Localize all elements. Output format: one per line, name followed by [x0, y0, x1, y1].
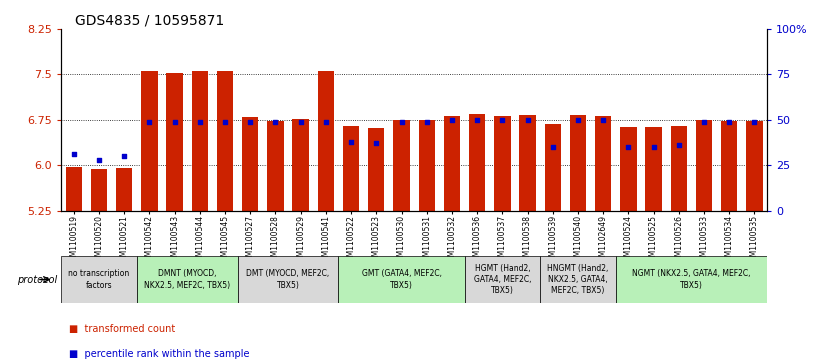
- Text: GDS4835 / 10595871: GDS4835 / 10595871: [75, 14, 224, 28]
- Point: [698, 119, 711, 125]
- Point: [244, 119, 257, 125]
- Bar: [393, 121, 410, 211]
- Point: [219, 119, 232, 125]
- Point: [294, 119, 307, 125]
- Bar: [237, 256, 339, 303]
- Bar: [540, 256, 616, 303]
- Text: protocol: protocol: [17, 274, 57, 285]
- Point: [370, 140, 383, 146]
- Bar: [444, 115, 460, 211]
- Text: HGMT (Hand2,
GATA4, MEF2C,
TBX5): HGMT (Hand2, GATA4, MEF2C, TBX5): [473, 264, 531, 295]
- Bar: [696, 121, 712, 211]
- Bar: [65, 167, 82, 211]
- Text: ■  transformed count: ■ transformed count: [69, 324, 175, 334]
- Text: GMT (GATA4, MEF2C,
TBX5): GMT (GATA4, MEF2C, TBX5): [361, 269, 441, 290]
- Text: DMT (MYOCD, MEF2C,
TBX5): DMT (MYOCD, MEF2C, TBX5): [246, 269, 330, 290]
- Point: [748, 119, 761, 125]
- Bar: [464, 256, 540, 303]
- Bar: [671, 126, 687, 211]
- Point: [622, 144, 635, 150]
- Bar: [339, 256, 464, 303]
- Point: [193, 119, 206, 125]
- Text: no transcription
factors: no transcription factors: [69, 269, 130, 290]
- Bar: [645, 127, 662, 211]
- Text: DMNT (MYOCD,
NKX2.5, MEF2C, TBX5): DMNT (MYOCD, NKX2.5, MEF2C, TBX5): [144, 269, 230, 290]
- Point: [168, 119, 181, 125]
- Point: [596, 117, 610, 123]
- Bar: [469, 114, 486, 211]
- Bar: [721, 121, 738, 211]
- Bar: [268, 121, 284, 211]
- Bar: [616, 256, 767, 303]
- Point: [344, 139, 357, 144]
- Bar: [166, 73, 183, 211]
- Bar: [544, 124, 561, 211]
- Point: [672, 142, 685, 148]
- Bar: [292, 119, 309, 211]
- Point: [143, 119, 156, 125]
- Bar: [242, 117, 259, 211]
- Bar: [620, 127, 636, 211]
- Bar: [494, 115, 511, 211]
- Bar: [368, 128, 384, 211]
- Point: [92, 157, 105, 163]
- Bar: [141, 72, 157, 211]
- Point: [723, 119, 736, 125]
- Bar: [570, 115, 586, 211]
- Bar: [217, 72, 233, 211]
- Point: [319, 119, 332, 125]
- Point: [571, 117, 584, 123]
- Bar: [116, 168, 132, 211]
- Bar: [343, 126, 359, 211]
- Point: [395, 119, 408, 125]
- Bar: [192, 72, 208, 211]
- Point: [269, 119, 282, 125]
- Point: [496, 117, 509, 123]
- Point: [420, 119, 433, 125]
- Bar: [747, 121, 763, 211]
- Text: NGMT (NKX2.5, GATA4, MEF2C,
TBX5): NGMT (NKX2.5, GATA4, MEF2C, TBX5): [632, 269, 751, 290]
- Point: [647, 144, 660, 150]
- Text: HNGMT (Hand2,
NKX2.5, GATA4,
MEF2C, TBX5): HNGMT (Hand2, NKX2.5, GATA4, MEF2C, TBX5…: [548, 264, 609, 295]
- Bar: [61, 256, 137, 303]
- Bar: [317, 72, 334, 211]
- Point: [471, 117, 484, 123]
- Bar: [419, 121, 435, 211]
- Point: [67, 151, 80, 157]
- Text: ■  percentile rank within the sample: ■ percentile rank within the sample: [69, 349, 250, 359]
- Bar: [595, 115, 611, 211]
- Point: [446, 117, 459, 123]
- Bar: [137, 256, 237, 303]
- Point: [118, 153, 131, 159]
- Point: [521, 117, 534, 123]
- Bar: [91, 170, 107, 211]
- Point: [546, 144, 559, 150]
- Bar: [519, 115, 536, 211]
